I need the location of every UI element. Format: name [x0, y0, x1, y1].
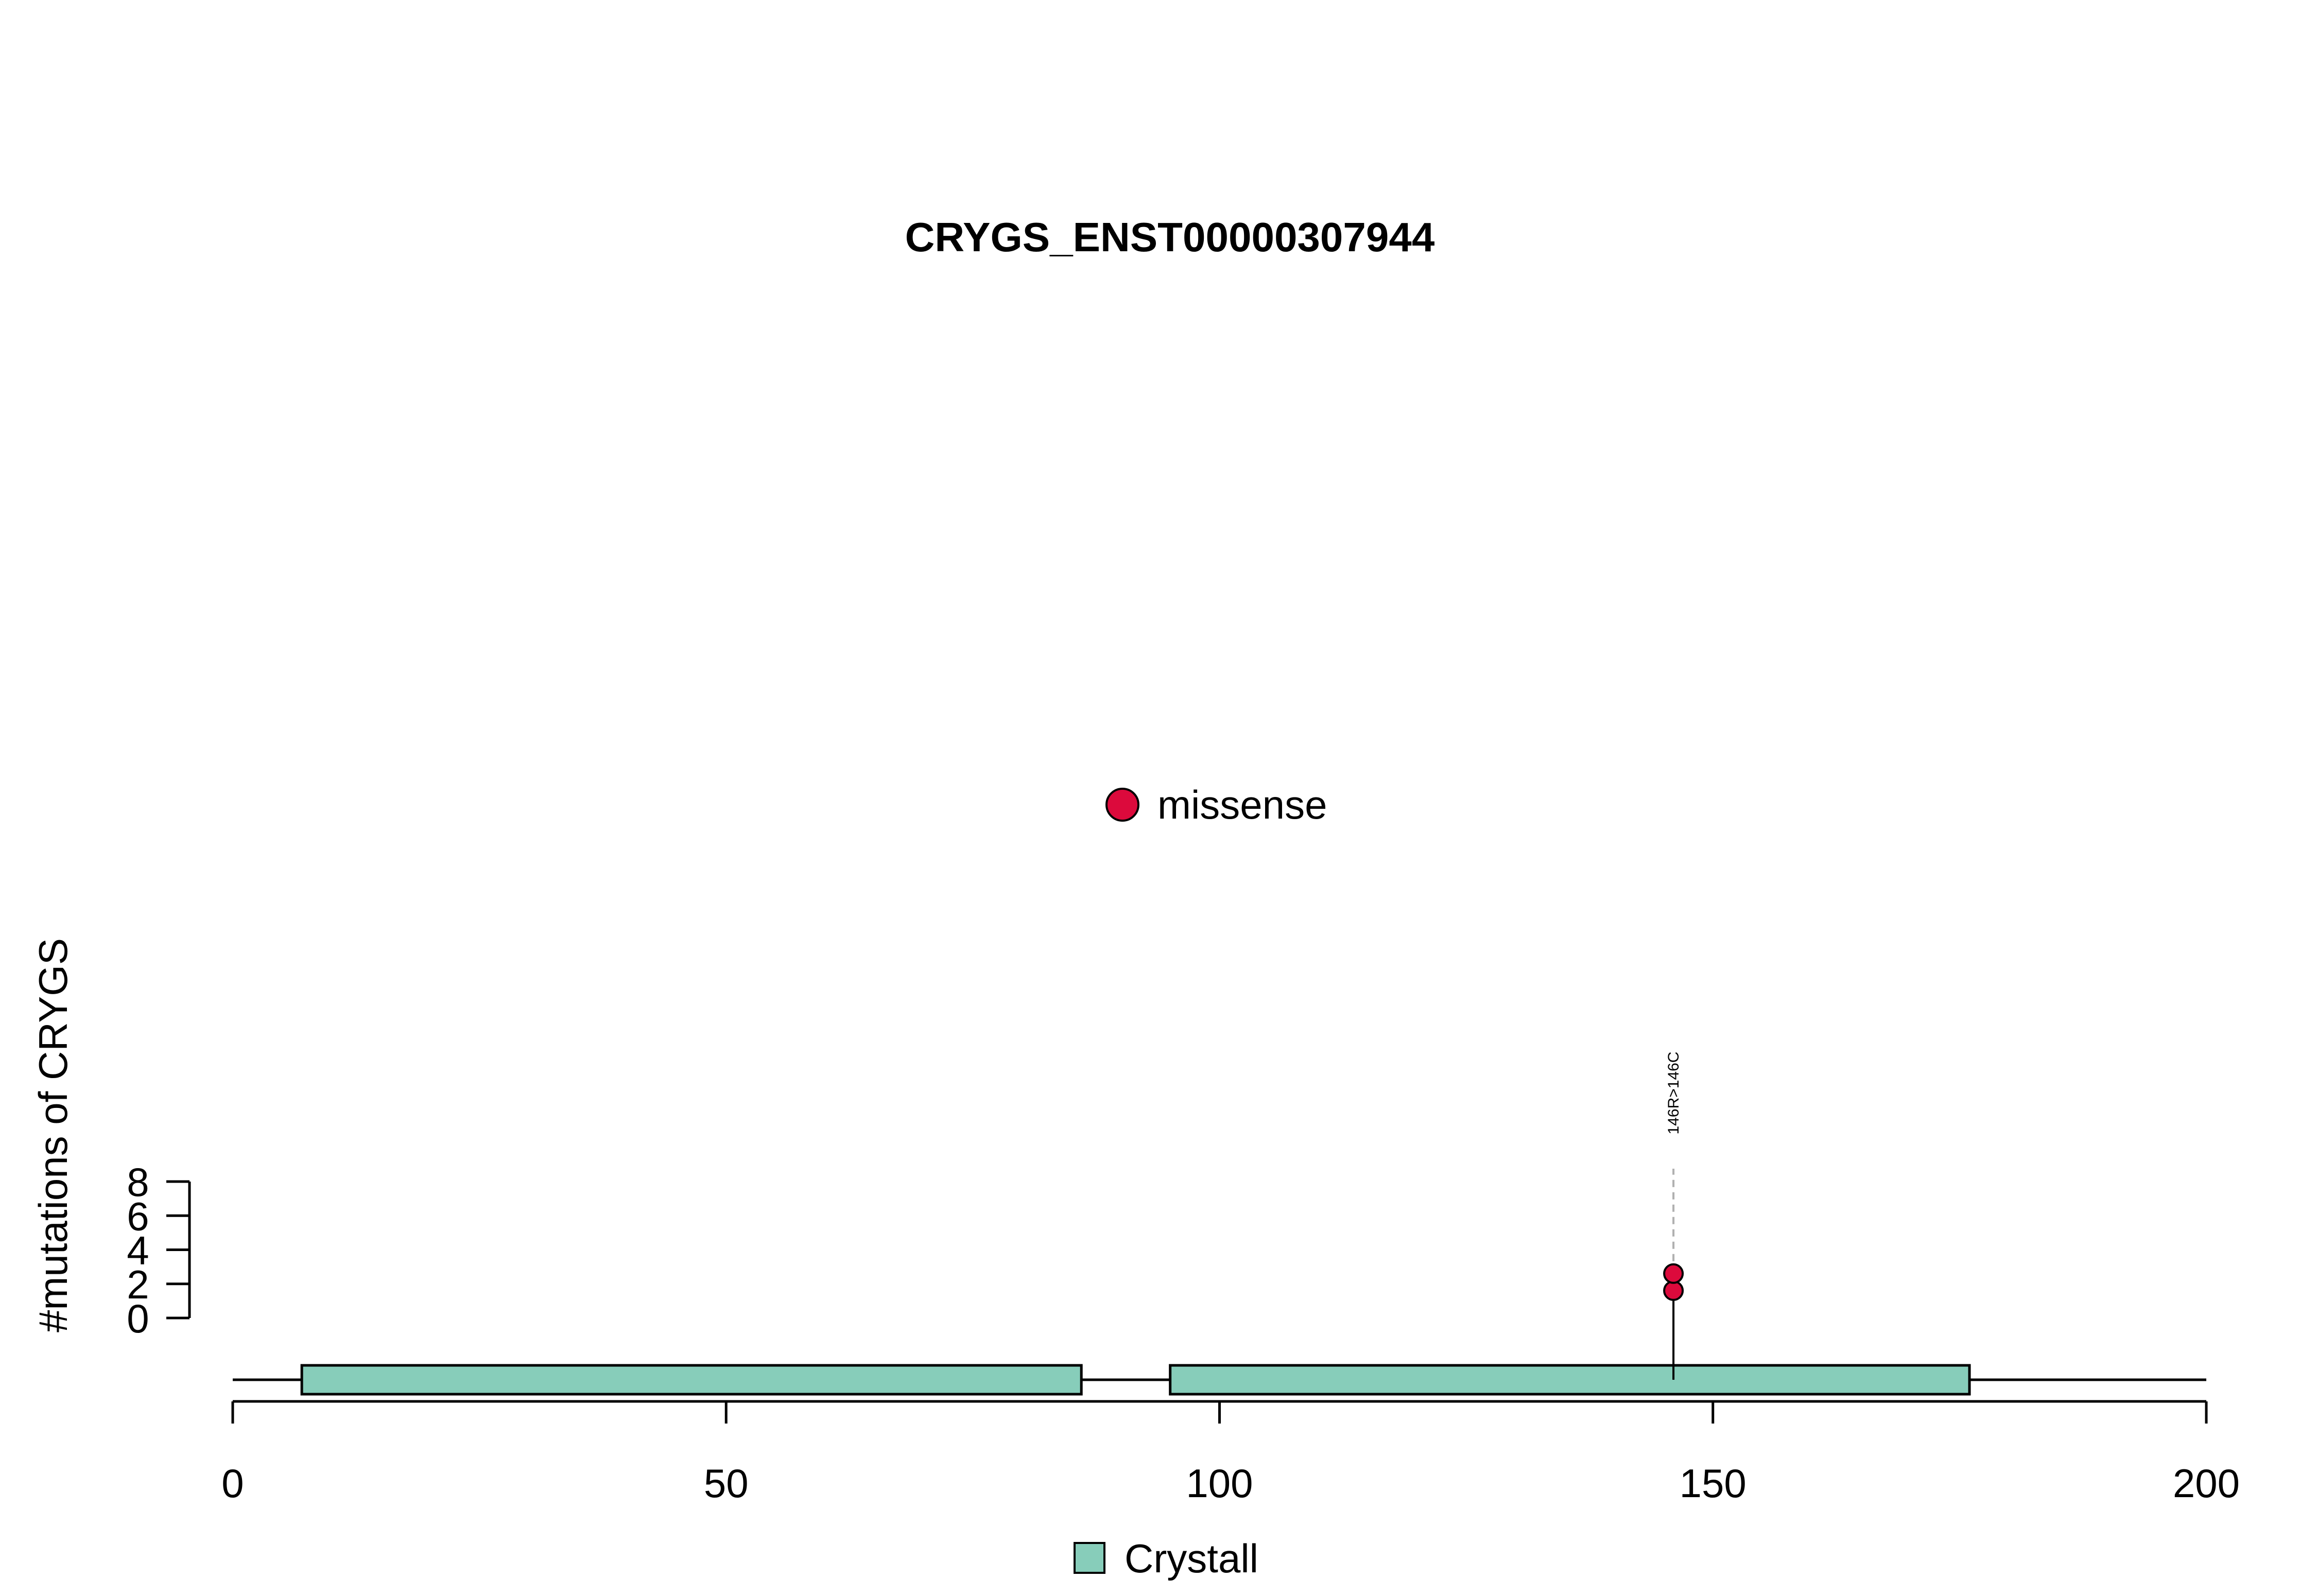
- y-tick-label: 4: [127, 1228, 149, 1273]
- y-tick-label: 6: [127, 1193, 149, 1239]
- mutation-lollipops: 146R>146C: [1663, 1052, 1684, 1380]
- x-tick-label: 50: [704, 1461, 749, 1506]
- x-tick-label: 0: [221, 1461, 244, 1506]
- chart-title: CRYGS_ENST00000307944: [905, 214, 1435, 260]
- x-tick-label: 100: [1186, 1461, 1253, 1506]
- y-tick-label: 8: [127, 1159, 149, 1205]
- mutation-point-missense: [1663, 1263, 1684, 1284]
- mutation-label: 146R>146C: [1665, 1052, 1682, 1135]
- mutation-point-missense: [1663, 1280, 1684, 1301]
- y-tick-label: 2: [127, 1262, 149, 1307]
- domain-legend: Crystall: [1074, 1536, 1258, 1581]
- y-axis-label: #mutations of CRYGS: [30, 938, 76, 1332]
- crystall-legend-swatch: [1074, 1542, 1105, 1574]
- domain-boxes: [300, 1364, 1971, 1396]
- x-axis: 0 50 100 150 200: [221, 1400, 2240, 1506]
- mutation-legend: missense: [1105, 782, 1327, 827]
- x-tick-label: 150: [1680, 1461, 1747, 1506]
- crystall-legend-label: Crystall: [1125, 1536, 1258, 1581]
- x-tick-label: 200: [2173, 1461, 2240, 1506]
- domain-box-crystall: [300, 1364, 1083, 1396]
- domain-box-crystall: [1169, 1364, 1971, 1396]
- missense-legend-label: missense: [1157, 782, 1327, 827]
- y-tick-label: 0: [127, 1296, 149, 1341]
- missense-legend-marker: [1105, 788, 1139, 822]
